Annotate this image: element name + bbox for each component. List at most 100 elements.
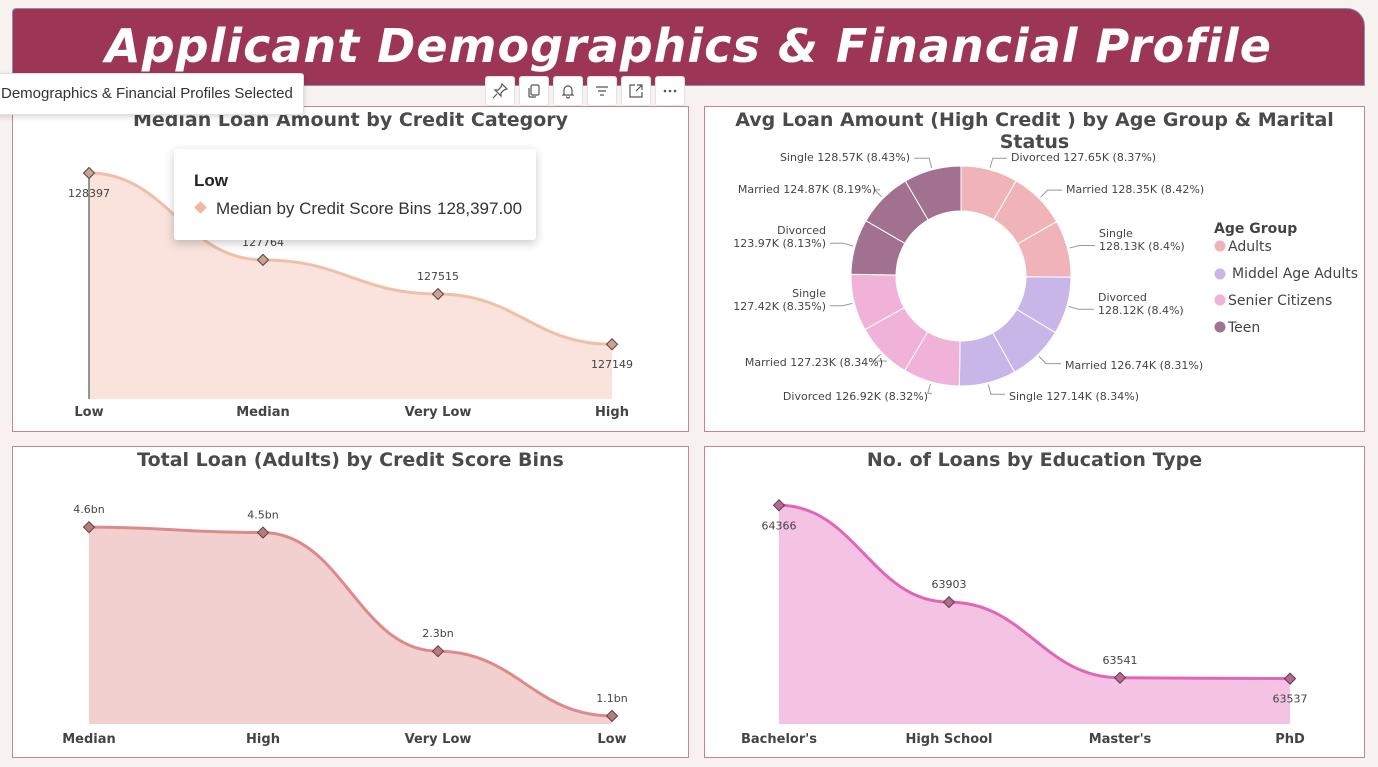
pin-button[interactable]: [485, 76, 515, 106]
donut-leader-line: [914, 157, 933, 169]
legend-swatch: [1214, 240, 1226, 252]
median-loan-data-point[interactable]: [431, 287, 445, 301]
education-data-label: 64366: [762, 519, 797, 532]
total-loan-series-line: [88, 525, 613, 718]
median-loan-data-label: 127515: [417, 270, 459, 283]
education-data-point[interactable]: [1113, 671, 1127, 684]
copy-button[interactable]: [519, 76, 549, 106]
median-loan-data-label: 127149: [591, 358, 633, 371]
education-data-label: 63537: [1273, 693, 1308, 706]
total-loan-chart-panel[interactable]: Total Loan (Adults) by Credit Score Bins…: [12, 446, 689, 758]
tooltip-value: 128,397.00: [437, 199, 523, 218]
loan-donut-chart[interactable]: Divorced 127.65K (8.37%) Married 128.35K …: [705, 107, 1366, 433]
donut-chart-title: Avg Loan Amount (High Credit ) by Age Gr…: [735, 109, 1334, 153]
donut-leader-line: [872, 353, 887, 362]
legend-item[interactable]: Senier Citizens: [1214, 293, 1333, 309]
donut-slice-label: Single 128.57K (8.43%): [780, 151, 910, 164]
total-loan-x-tick-label: Low: [597, 732, 626, 747]
education-chart-panel[interactable]: No. of Loans by Education Type 64366 Bach…: [704, 446, 1365, 758]
donut-slice-label: Single 127.42K (8.35%): [733, 287, 826, 313]
filter-button[interactable]: [587, 76, 617, 106]
more-options-icon: [663, 89, 677, 93]
total-loan-data-point[interactable]: [431, 644, 445, 658]
education-data-point[interactable]: [772, 499, 786, 512]
legend-item[interactable]: Teen: [1214, 320, 1261, 336]
focus-mode-icon: [629, 84, 643, 98]
total-loan-data-point[interactable]: [605, 709, 619, 723]
donut-slice-label: Married 127.23K (8.34%): [745, 356, 883, 369]
donut-slice-label: Divorced 123.97K (8.13%): [733, 224, 826, 250]
median-loan-data-point[interactable]: [82, 166, 96, 180]
donut-leader-line: [873, 189, 883, 198]
donut-slice-label: Married 126.74K (8.31%): [1065, 359, 1203, 372]
median-loan-x-tick-label: High: [595, 405, 629, 420]
donut-chart-panel[interactable]: Avg Loan Amount (High Credit ) by Age Gr…: [704, 106, 1365, 432]
education-x-tick-label: Master's: [1089, 732, 1152, 747]
donut-leader-line: [830, 242, 854, 247]
donut-leader-line: [1069, 245, 1095, 249]
donut-slice-label: Divorced 127.65K (8.37%): [1011, 151, 1156, 164]
education-data-point[interactable]: [942, 595, 956, 609]
median-loan-x-tick-label: Very Low: [405, 405, 472, 420]
median-loan-x-tick-label: Low: [74, 405, 103, 420]
total-loan-area-chart[interactable]: 4.6bn Median 4.5bn High 2.3bn Very Low 1.1bn Lo…: [13, 447, 690, 759]
education-x-tick-label: PhD: [1275, 732, 1305, 747]
total-loan-x-tick-label: Median: [62, 732, 116, 747]
total-loan-data-label: 1.1bn: [596, 692, 627, 705]
total-loan-data-label: 4.5bn: [247, 509, 278, 522]
education-data-label: 63541: [1103, 654, 1138, 667]
visual-header-toolbar: [485, 76, 685, 106]
median-loan-data-point[interactable]: [256, 253, 270, 267]
total-loan-data-label: 4.6bn: [73, 503, 104, 516]
legend-item[interactable]: Adults: [1214, 239, 1272, 255]
donut-slice-label: Divorced 128.12K (8.4%): [1098, 291, 1184, 317]
legend-title: Age Group: [1214, 221, 1297, 237]
education-data-label: 63903: [932, 578, 967, 591]
tooltip-series-label: Median by Credit Score Bins: [216, 199, 432, 218]
education-series-line: [778, 503, 1291, 681]
dashboard-title: Applicant Demographics & Financial Profi…: [105, 19, 1272, 73]
education-area-chart[interactable]: 64366 Bachelor's 63903 High School 63541 Mast…: [705, 447, 1366, 759]
total-loan-chart-title: Total Loan (Adults) by Credit Score Bins: [137, 449, 564, 471]
median-loan-data-label: 128397: [68, 187, 110, 200]
education-data-point[interactable]: [1283, 672, 1297, 685]
donut-leader-line: [1068, 306, 1094, 310]
data-point-tooltip: Low Median by Credit Score Bins 128,397.…: [174, 149, 536, 240]
donut-leader-line: [1040, 189, 1062, 198]
donut-slice[interactable]: [904, 165, 962, 221]
median-loan-area-fill: [89, 172, 612, 399]
copy-icon: [528, 84, 540, 98]
total-loan-data-point[interactable]: [256, 526, 270, 539]
total-loan-area-fill: [89, 527, 612, 724]
donut-leader-line: [989, 157, 1007, 168]
alert-button[interactable]: [553, 76, 583, 106]
donut-leader-line: [1038, 356, 1061, 365]
total-loan-x-tick-label: Very Low: [405, 732, 472, 747]
legend-label: Teen: [1227, 320, 1260, 336]
selection-status-label: Demographics & Financial Profiles Select…: [1, 85, 293, 102]
education-x-tick-label: Bachelor's: [741, 732, 817, 747]
tooltip-series-swatch: [194, 201, 207, 214]
median-loan-x-tick-label: Median: [236, 405, 290, 420]
donut-leader-line: [830, 302, 853, 307]
median-loan-data-point[interactable]: [605, 338, 619, 351]
legend-item[interactable]: Middel Age Adults: [1214, 266, 1359, 282]
filter-icon: [596, 86, 608, 96]
legend-label: Adults: [1228, 239, 1272, 255]
total-loan-data-label: 2.3bn: [422, 627, 453, 640]
donut-slice-label: Married 124.87K (8.19%): [738, 183, 876, 196]
focus-mode-button[interactable]: [621, 76, 651, 106]
legend-label: Middel Age Adults: [1232, 266, 1358, 282]
donut-leader-line: [987, 384, 1005, 395]
donut-slice-label: Divorced 126.92K (8.32%): [783, 390, 928, 403]
legend-swatch: [1214, 268, 1226, 280]
donut-leader-line: [927, 383, 932, 394]
pin-icon: [492, 83, 508, 99]
donut-slice-label: Single 127.14K (8.34%): [1009, 390, 1139, 403]
more-options-button[interactable]: [655, 76, 685, 106]
education-x-tick-label: High School: [905, 732, 992, 747]
total-loan-data-point[interactable]: [82, 520, 96, 534]
donut-slice-label: Married 128.35K (8.42%): [1066, 183, 1204, 196]
median-loan-series-line: [88, 171, 613, 346]
selection-status-chip[interactable]: Demographics & Financial Profiles Select…: [0, 73, 304, 115]
